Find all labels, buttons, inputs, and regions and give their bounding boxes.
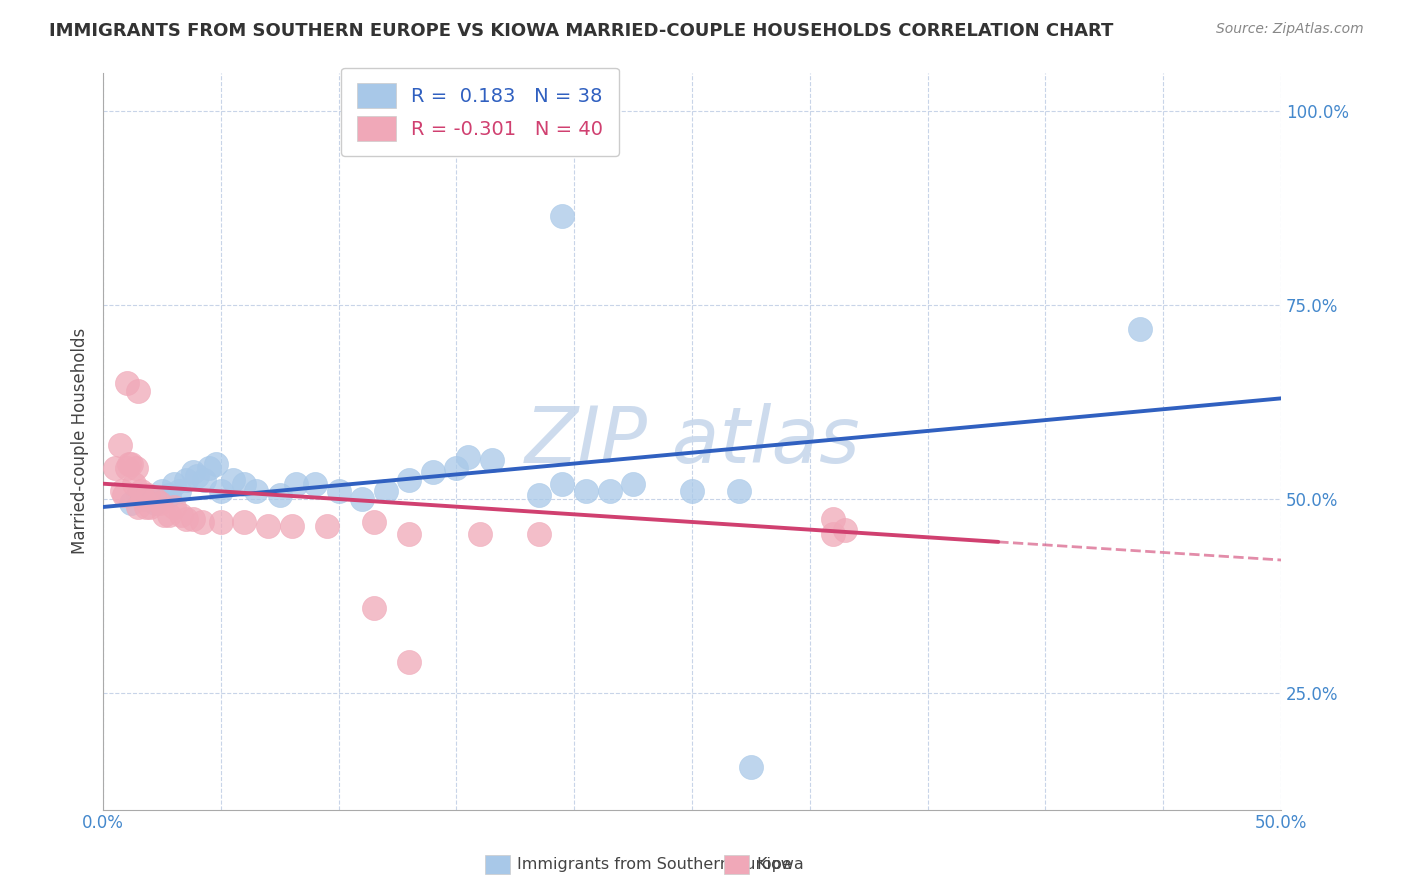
Text: ZIP atlas: ZIP atlas	[524, 403, 860, 479]
Point	[205, 458, 228, 472]
Point	[120, 496, 142, 510]
Point	[157, 508, 180, 522]
Point	[111, 484, 134, 499]
Point	[363, 516, 385, 530]
Point	[681, 484, 703, 499]
Point	[163, 476, 186, 491]
Point	[823, 527, 845, 541]
Point	[398, 473, 420, 487]
Point	[125, 461, 148, 475]
Point	[198, 461, 221, 475]
Point	[132, 492, 155, 507]
Point	[621, 476, 644, 491]
Point	[135, 500, 157, 514]
Point	[186, 469, 208, 483]
Point	[136, 488, 159, 502]
Point	[153, 508, 176, 522]
Point	[139, 500, 162, 514]
Point	[170, 508, 193, 522]
Point	[163, 500, 186, 514]
Point	[209, 484, 232, 499]
Point	[115, 376, 138, 390]
Point	[374, 484, 396, 499]
Point	[304, 476, 326, 491]
Point	[108, 438, 131, 452]
Point	[143, 496, 166, 510]
Point	[150, 484, 173, 499]
Point	[740, 760, 762, 774]
Point	[398, 655, 420, 669]
Point	[285, 476, 308, 491]
Point	[104, 461, 127, 475]
Point	[174, 473, 197, 487]
Text: Immigrants from Southern Europe: Immigrants from Southern Europe	[517, 857, 792, 872]
Point	[209, 516, 232, 530]
Point	[245, 484, 267, 499]
Point	[112, 488, 135, 502]
Point	[127, 488, 149, 502]
Point	[174, 511, 197, 525]
Point	[575, 484, 598, 499]
Point	[122, 476, 145, 491]
Point	[191, 516, 214, 530]
Point	[149, 496, 172, 510]
Point	[527, 488, 550, 502]
Point	[143, 492, 166, 507]
Point	[599, 484, 621, 499]
Point	[551, 476, 574, 491]
Point	[352, 492, 374, 507]
Point	[363, 600, 385, 615]
Point	[481, 453, 503, 467]
Point	[118, 458, 141, 472]
Point	[527, 527, 550, 541]
Point	[181, 511, 204, 525]
Point	[398, 527, 420, 541]
Point	[446, 461, 468, 475]
Point	[316, 519, 339, 533]
Y-axis label: Married-couple Households: Married-couple Households	[72, 328, 89, 554]
Point	[115, 461, 138, 475]
Point	[257, 519, 280, 533]
Point	[280, 519, 302, 533]
Point	[167, 484, 190, 499]
Point	[129, 484, 152, 499]
Point	[468, 527, 491, 541]
Text: Source: ZipAtlas.com: Source: ZipAtlas.com	[1216, 22, 1364, 37]
Point	[551, 209, 574, 223]
Point	[181, 465, 204, 479]
Point	[233, 516, 256, 530]
Point	[127, 500, 149, 514]
Point	[120, 458, 142, 472]
Point	[834, 523, 856, 537]
Point	[457, 450, 479, 464]
Point	[233, 476, 256, 491]
Legend: R =  0.183   N = 38, R = -0.301   N = 40: R = 0.183 N = 38, R = -0.301 N = 40	[342, 68, 619, 156]
Text: IMMIGRANTS FROM SOUTHERN EUROPE VS KIOWA MARRIED-COUPLE HOUSEHOLDS CORRELATION C: IMMIGRANTS FROM SOUTHERN EUROPE VS KIOWA…	[49, 22, 1114, 40]
Point	[728, 484, 751, 499]
Point	[1129, 321, 1152, 335]
Point	[193, 473, 215, 487]
Point	[135, 492, 157, 507]
Text: Kiowa: Kiowa	[756, 857, 804, 872]
Point	[221, 473, 243, 487]
Point	[127, 384, 149, 398]
Point	[823, 511, 845, 525]
Point	[157, 488, 180, 502]
Point	[422, 465, 444, 479]
Point	[269, 488, 291, 502]
Point	[328, 484, 350, 499]
